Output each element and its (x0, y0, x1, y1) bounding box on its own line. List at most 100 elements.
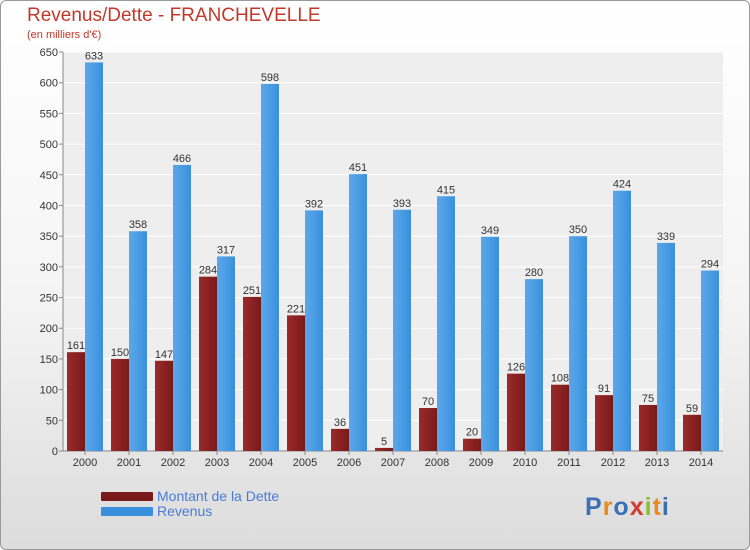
data-label-dette: 161 (67, 340, 85, 352)
x-tick-label: 2002 (161, 457, 185, 469)
data-label-revenus: 415 (437, 184, 455, 196)
bar-dette (683, 414, 701, 451)
data-label-revenus: 393 (393, 198, 411, 210)
y-tick-label: 200 (40, 323, 58, 335)
data-label-revenus: 424 (613, 179, 631, 191)
data-label-revenus: 358 (129, 219, 147, 231)
bar-revenus (305, 210, 323, 451)
legend-item-revenus: Revenus (101, 503, 213, 519)
legend-label-revenus: Revenus (157, 503, 213, 519)
bar-dette (199, 276, 217, 451)
data-label-revenus: 598 (261, 72, 279, 84)
y-tick-label: 450 (40, 170, 58, 182)
logo-letter: x (629, 493, 645, 521)
x-tick-label: 2014 (689, 457, 713, 469)
data-label-revenus: 451 (349, 162, 367, 174)
legend-label-dette: Montant de la Dette (157, 488, 280, 504)
x-tick-label: 2009 (469, 457, 493, 469)
y-tick-label: 350 (40, 231, 58, 243)
bar-dette (507, 373, 525, 451)
x-tick-label: 2004 (249, 457, 273, 469)
y-tick-label: 500 (40, 139, 58, 151)
y-tick-label: 400 (40, 200, 58, 212)
bar-revenus (129, 231, 147, 451)
data-label-revenus: 339 (657, 231, 675, 243)
logo-letter: o (613, 493, 630, 521)
data-label-dette: 147 (155, 349, 173, 361)
logo-letter: r (602, 493, 614, 521)
chart-title: Revenus/Dette - FRANCHEVELLE (27, 5, 321, 26)
data-label-revenus: 633 (85, 50, 103, 62)
data-label-dette: 20 (466, 427, 478, 439)
bar-dette (111, 358, 129, 451)
y-tick-label: 550 (40, 108, 58, 120)
bar-revenus (657, 242, 675, 451)
bar-dette (155, 360, 173, 451)
bar-revenus (569, 236, 587, 451)
y-tick-label: 150 (40, 354, 58, 366)
logo-letter: P (585, 493, 603, 521)
x-tick-label: 2008 (425, 457, 449, 469)
bar-revenus (173, 164, 191, 451)
y-tick-label: 50 (46, 415, 58, 427)
y-tick-label: 0 (52, 446, 58, 458)
bar-dette (331, 428, 349, 451)
data-label-dette: 5 (381, 436, 387, 448)
bar-dette (375, 447, 393, 451)
y-tick-label: 650 (40, 47, 58, 59)
x-tick-label: 2001 (117, 457, 141, 469)
legend-swatch-revenus (101, 506, 153, 516)
x-tick-label: 2005 (293, 457, 317, 469)
bar-revenus (261, 83, 279, 452)
bar-dette (287, 315, 305, 451)
logo-letter: t (652, 493, 662, 521)
bar-revenus (85, 62, 103, 451)
bar-revenus (481, 236, 499, 451)
legend-swatch-dette (101, 491, 153, 501)
logo-letter: i (661, 493, 670, 521)
data-label-dette: 59 (686, 403, 698, 415)
data-label-dette: 36 (334, 417, 346, 429)
bar-dette (67, 352, 85, 451)
data-label-revenus: 349 (481, 225, 499, 237)
bar-revenus (217, 256, 235, 451)
chart-subtitle: (en milliers d'€) (27, 29, 102, 41)
data-label-revenus: 392 (305, 198, 323, 210)
bar-revenus (349, 174, 367, 451)
x-tick-label: 2006 (337, 457, 361, 469)
logo-letter: i (644, 493, 653, 521)
data-label-revenus: 317 (217, 244, 235, 256)
data-label-revenus: 350 (569, 224, 587, 236)
data-label-dette: 251 (243, 285, 261, 297)
x-tick-label: 2007 (381, 457, 405, 469)
x-tick-label: 2003 (205, 457, 229, 469)
y-tick-label: 250 (40, 293, 58, 305)
data-label-revenus: 466 (173, 153, 191, 165)
y-tick-label: 600 (40, 78, 58, 90)
bar-revenus (525, 279, 543, 451)
data-label-dette: 108 (551, 373, 569, 385)
data-label-dette: 126 (507, 362, 525, 374)
data-label-dette: 284 (199, 265, 217, 277)
x-tick-label: 2012 (601, 457, 625, 469)
legend-item-dette: Montant de la Dette (101, 488, 280, 504)
data-label-revenus: 280 (525, 267, 543, 279)
bar-dette (463, 438, 481, 451)
bar-revenus (613, 190, 631, 451)
bar-dette (419, 408, 437, 451)
data-label-dette: 70 (422, 396, 434, 408)
data-label-dette: 91 (598, 383, 610, 395)
data-label-dette: 221 (287, 303, 305, 315)
x-tick-label: 2013 (645, 457, 669, 469)
x-tick-label: 2010 (513, 457, 537, 469)
bar-dette (551, 384, 569, 451)
bar-dette (243, 296, 261, 451)
bar-revenus (393, 209, 411, 451)
y-tick-label: 300 (40, 262, 58, 274)
x-tick-label: 2000 (73, 457, 97, 469)
bar-revenus (437, 196, 455, 451)
y-tick-label: 100 (40, 385, 58, 397)
bar-revenus (701, 270, 719, 451)
